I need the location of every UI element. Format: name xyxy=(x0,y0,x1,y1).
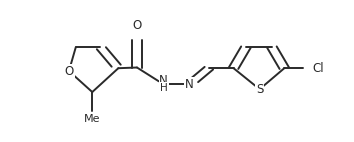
Text: O: O xyxy=(64,64,74,78)
Text: N: N xyxy=(185,78,194,91)
Text: O: O xyxy=(132,19,142,33)
Text: S: S xyxy=(256,83,263,96)
Text: Cl: Cl xyxy=(313,62,324,75)
Text: N: N xyxy=(159,74,168,87)
Text: Me: Me xyxy=(84,114,101,125)
Text: N
H: N H xyxy=(159,74,168,95)
Text: H: H xyxy=(160,83,167,93)
